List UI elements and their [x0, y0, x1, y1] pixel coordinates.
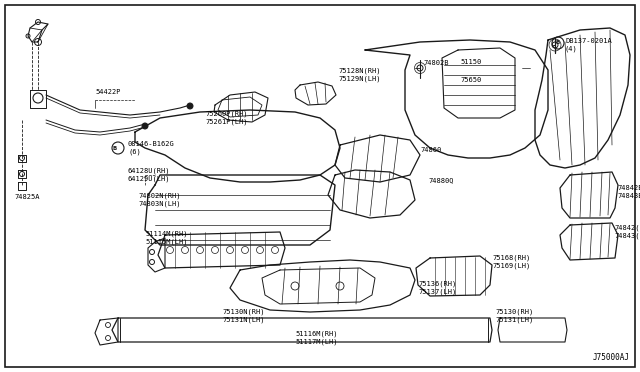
Circle shape — [187, 103, 193, 109]
Text: 75168(RH)
75169(LH): 75168(RH) 75169(LH) — [492, 255, 531, 269]
Text: 51116M(RH)
51117M(LH): 51116M(RH) 51117M(LH) — [295, 331, 337, 345]
Text: 74880Q: 74880Q — [428, 177, 454, 183]
Text: 74842(RH)
74843(LH): 74842(RH) 74843(LH) — [614, 225, 640, 239]
Text: 74802B: 74802B — [423, 60, 449, 66]
Text: 75130(RH)
75131(LH): 75130(RH) 75131(LH) — [495, 309, 533, 323]
Text: 75128N(RH)
75129N(LH): 75128N(RH) 75129N(LH) — [338, 68, 381, 82]
Text: 74825A: 74825A — [14, 194, 40, 200]
Text: 51150: 51150 — [460, 59, 481, 65]
Circle shape — [142, 123, 148, 129]
Text: B: B — [113, 145, 117, 151]
Text: J75000AJ: J75000AJ — [593, 353, 630, 362]
Text: 54422P: 54422P — [95, 89, 120, 95]
Text: 74802N(RH)
74803N(LH): 74802N(RH) 74803N(LH) — [138, 193, 180, 207]
Text: 75130N(RH)
75131N(LH): 75130N(RH) 75131N(LH) — [222, 309, 264, 323]
Text: B: B — [556, 41, 560, 45]
Text: 74842E(RH)
74843E(LH): 74842E(RH) 74843E(LH) — [617, 185, 640, 199]
Text: DB137-0201A
(4): DB137-0201A (4) — [565, 38, 612, 52]
Text: 75136(RH)
75137(LH): 75136(RH) 75137(LH) — [418, 281, 456, 295]
Text: 64128U(RH)
64129U(LH): 64128U(RH) 64129U(LH) — [128, 168, 170, 182]
Text: 75650: 75650 — [460, 77, 481, 83]
Text: 75260P(RH)
75261P(LH): 75260P(RH) 75261P(LH) — [205, 111, 248, 125]
Text: 08146-B162G
(6): 08146-B162G (6) — [128, 141, 175, 155]
Text: 74860: 74860 — [420, 147, 441, 153]
Text: 51114M(RH)
51115M(LH): 51114M(RH) 51115M(LH) — [145, 231, 188, 245]
